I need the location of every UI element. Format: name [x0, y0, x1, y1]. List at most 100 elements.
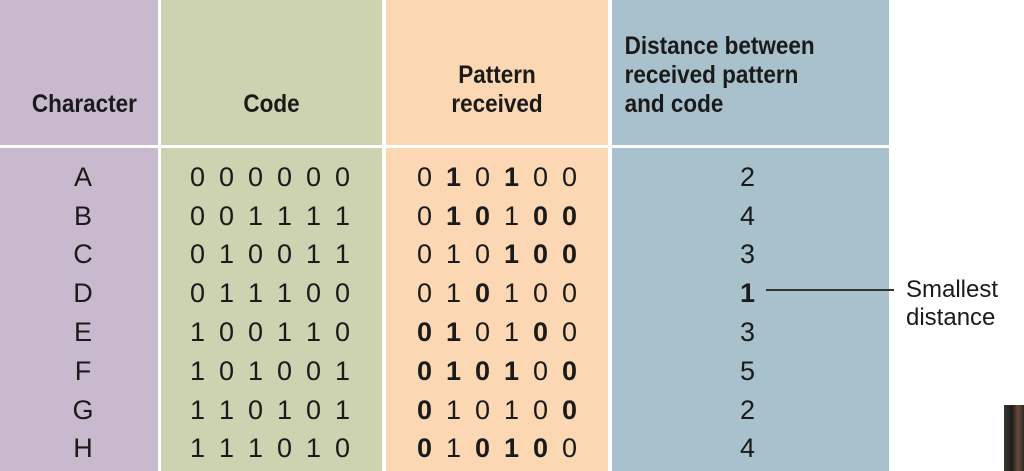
character-cell: H [73, 433, 93, 464]
code-bit: 1 [189, 317, 206, 348]
pattern-bit: 0 [416, 161, 433, 192]
pattern-bit: 0 [474, 394, 491, 425]
smallest-distance-pointer-line [766, 289, 894, 291]
code-bit: 0 [276, 161, 293, 192]
pattern-bit-differs: 0 [561, 394, 578, 425]
pattern-bit: 1 [503, 317, 520, 348]
code-bit: 1 [276, 278, 293, 309]
annotation-line-1: Smallest [906, 276, 999, 303]
pattern-bit-differs: 1 [445, 317, 462, 348]
code-bit: 0 [189, 161, 206, 192]
pattern-bit: 0 [416, 278, 433, 309]
pattern-bit: 0 [474, 317, 491, 348]
code-bit: 1 [247, 355, 264, 386]
code-bit: 0 [247, 394, 264, 425]
distance-cell: 2 [740, 394, 756, 425]
pattern-bit: 0 [561, 278, 578, 309]
pattern-bit: 0 [532, 278, 549, 309]
code-bit: 0 [334, 317, 351, 348]
pattern-bit: 0 [561, 317, 578, 348]
pattern-bit-differs: 0 [474, 200, 491, 231]
code-bit: 1 [189, 394, 206, 425]
code-bit: 1 [305, 317, 322, 348]
code-bit: 0 [218, 161, 235, 192]
code-bit: 0 [247, 239, 264, 270]
pattern-bit: 0 [532, 355, 549, 386]
pattern-bit-differs: 0 [532, 317, 549, 348]
code-bit: 1 [276, 200, 293, 231]
code-bit: 0 [334, 278, 351, 309]
pattern-bit: 1 [445, 433, 462, 464]
distance-cell: 4 [740, 200, 756, 231]
character-cell: A [73, 161, 92, 192]
code-bit: 0 [276, 239, 293, 270]
code-bit: 0 [189, 278, 206, 309]
code-bit: 0 [276, 433, 293, 464]
code-bit: 0 [247, 317, 264, 348]
character-cell: F [74, 355, 92, 386]
distance-rows: 2 4 3 1 3 5 2 4 [612, 158, 889, 468]
code-bit: 0 [218, 200, 235, 231]
pattern-bit-differs: 1 [445, 200, 462, 231]
code-bit: 1 [334, 394, 351, 425]
code-bit: 0 [189, 239, 206, 270]
code-bit: 1 [189, 433, 206, 464]
code-bit: 0 [247, 161, 264, 192]
pattern-bit-differs: 0 [416, 394, 433, 425]
distance-cell: 3 [740, 239, 756, 270]
header-divider [0, 145, 889, 148]
code-bit: 1 [334, 355, 351, 386]
character-cell: C [73, 239, 93, 270]
pattern-bit: 1 [445, 394, 462, 425]
pattern-bit: 0 [532, 161, 549, 192]
code-bit: 1 [218, 433, 235, 464]
code-bit: 1 [334, 200, 351, 231]
pattern-bit: 0 [416, 239, 433, 270]
code-bit: 1 [218, 394, 235, 425]
pattern-bit: 1 [445, 278, 462, 309]
code-bit: 0 [334, 433, 351, 464]
pattern-header-label: Pattern received [451, 61, 543, 118]
code-bit: 1 [189, 355, 206, 386]
distance-cell: 3 [740, 317, 756, 348]
code-bit: 0 [305, 278, 322, 309]
distance-cell: 2 [740, 161, 756, 192]
pattern-bit-differs: 1 [503, 239, 520, 270]
pattern-bit-differs: 1 [445, 355, 462, 386]
pattern-bit-differs: 0 [532, 200, 549, 231]
code-bit: 0 [334, 161, 351, 192]
pattern-bit: 1 [503, 200, 520, 231]
character-header: Character [8, 0, 150, 143]
pattern-header: Pattern received [397, 0, 597, 143]
pattern-bit: 0 [474, 161, 491, 192]
code-bit: 1 [247, 433, 264, 464]
edge-photo-fragment [1004, 405, 1024, 471]
annotation-line-2: distance [906, 304, 996, 331]
code-header-label: Code [243, 90, 300, 118]
code-bit: 1 [218, 239, 235, 270]
code-bit: 1 [334, 239, 351, 270]
code-bit: 0 [276, 355, 293, 386]
pattern-bit: 0 [561, 161, 578, 192]
distance-cell: 1 [740, 278, 756, 309]
code-bit: 0 [305, 394, 322, 425]
code-header: Code [172, 0, 371, 143]
code-bit: 0 [305, 355, 322, 386]
pattern-bit-differs: 1 [503, 161, 520, 192]
code-bit: 1 [305, 200, 322, 231]
pattern-bit: 1 [445, 239, 462, 270]
